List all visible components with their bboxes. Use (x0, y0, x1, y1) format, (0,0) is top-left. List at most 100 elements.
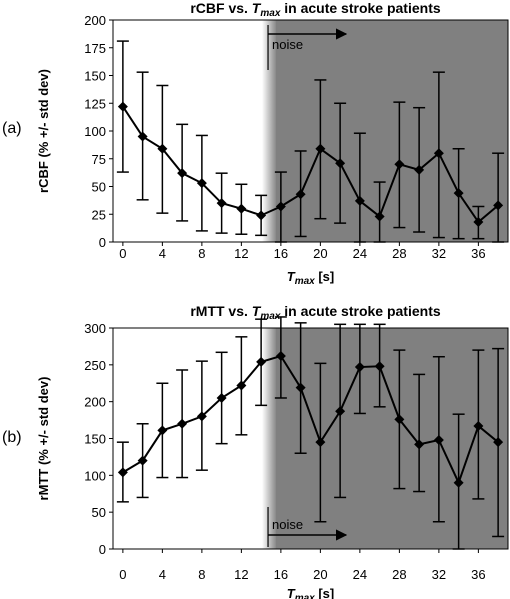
y-tick-label: 0 (99, 542, 106, 557)
error-bar (353, 132, 366, 243)
data-point (117, 101, 128, 112)
data-point (394, 159, 405, 170)
data-point (196, 178, 207, 189)
x-axis-label: Tmax [s] (287, 269, 334, 287)
y-tick-label: 50 (92, 180, 106, 195)
x-tick-label: 16 (274, 567, 288, 582)
data-point (354, 362, 365, 373)
x-tick-label: 0 (119, 567, 126, 582)
chart-rmtt: rMTT vs. Tmax in acute stroke patients (… (2, 303, 509, 599)
data-point (177, 418, 188, 429)
data-point (157, 143, 168, 154)
y-tick-label: 175 (84, 41, 106, 56)
x-axis-label: Tmax [s] (287, 586, 334, 599)
noise-label: noise (272, 37, 303, 52)
data-point (236, 203, 247, 214)
data-point (236, 380, 247, 391)
data-point (335, 158, 346, 169)
data-point (354, 195, 365, 206)
x-tick-label: 32 (432, 246, 446, 261)
data-point (275, 201, 286, 212)
data-marks (116, 40, 505, 243)
y-ticks: 0 25 50 75 100 125 150 175 200 (84, 13, 113, 250)
data-marks (116, 316, 505, 550)
x-tick-label: 36 (471, 567, 485, 582)
x-tick-label: 20 (313, 567, 327, 582)
data-point (394, 414, 405, 425)
data-point (414, 439, 425, 450)
x-tick-label: 12 (234, 246, 248, 261)
noise-region (276, 328, 508, 549)
x-tick-label: 28 (392, 246, 406, 261)
error-bar (492, 152, 505, 243)
y-tick-label: 75 (92, 152, 106, 167)
noise-fade-region (262, 20, 278, 242)
data-point (433, 148, 444, 159)
data-point (275, 350, 286, 361)
data-point (137, 131, 148, 142)
data-point (335, 406, 346, 417)
y-tick-label: 250 (84, 358, 106, 373)
data-point (473, 420, 484, 431)
x-tick-label: 12 (234, 567, 248, 582)
data-point (295, 382, 306, 393)
x-tick-label: 36 (471, 246, 485, 261)
x-tick-label: 32 (432, 567, 446, 582)
y-tick-label: 125 (84, 96, 106, 111)
y-tick-label: 200 (84, 13, 106, 28)
data-point (433, 434, 444, 445)
noise-label: noise (272, 517, 303, 532)
y-tick-label: 100 (84, 468, 106, 483)
data-point (493, 200, 504, 211)
data-point (117, 467, 128, 478)
data-point (315, 143, 326, 154)
data-point (216, 198, 227, 209)
data-point (374, 211, 385, 222)
x-tick-label: 4 (159, 246, 166, 261)
y-tick-label: 100 (84, 124, 106, 139)
data-point (256, 356, 267, 367)
x-tick-label: 20 (313, 246, 327, 261)
x-tick-label: 28 (392, 567, 406, 582)
data-point (315, 437, 326, 448)
x-tick-label: 8 (198, 567, 205, 582)
data-point (196, 411, 207, 422)
y-tick-label: 25 (92, 207, 106, 222)
x-tick-label: 4 (159, 567, 166, 582)
y-tick-label: 150 (84, 432, 106, 447)
y-tick-label: 300 (84, 321, 106, 336)
y-axis-label: rCBF (% +/- std dev) (36, 69, 51, 193)
data-point (493, 437, 504, 448)
y-axis-label: rMTT (% +/- std dev) (36, 377, 51, 501)
data-point (295, 189, 306, 200)
y-tick-label: 50 (92, 505, 106, 520)
panel-label: (a) (2, 120, 22, 137)
data-point (473, 217, 484, 228)
y-tick-label: 0 (99, 235, 106, 250)
x-tick-label: 16 (274, 246, 288, 261)
x-tick-label: 0 (119, 246, 126, 261)
chart-rcbf: rCBF vs. Tmax in acute stroke patients (… (2, 0, 509, 287)
x-tick-label: 8 (198, 246, 205, 261)
y-ticks: 0 50 100 150 200 250 300 (84, 321, 113, 557)
panel-label: (b) (2, 429, 22, 446)
noise-fade-region (262, 328, 278, 549)
data-point (414, 164, 425, 175)
x-tick-label: 24 (353, 567, 367, 582)
data-point (216, 392, 227, 403)
data-point (137, 455, 148, 466)
data-point (453, 477, 464, 488)
data-point (157, 425, 168, 436)
data-point (453, 188, 464, 199)
data-point (374, 361, 385, 372)
noise-region (276, 20, 508, 242)
y-tick-label: 200 (84, 395, 106, 410)
chart-title: rMTT vs. Tmax in acute stroke patients (190, 303, 441, 322)
data-point (177, 168, 188, 179)
error-bar (413, 373, 426, 493)
data-point (256, 210, 267, 221)
y-tick-label: 150 (84, 69, 106, 84)
x-ticks: 0 4 8 12 16 20 24 28 32 36 (119, 549, 486, 582)
chart-title: rCBF vs. Tmax in acute stroke patients (190, 0, 441, 19)
